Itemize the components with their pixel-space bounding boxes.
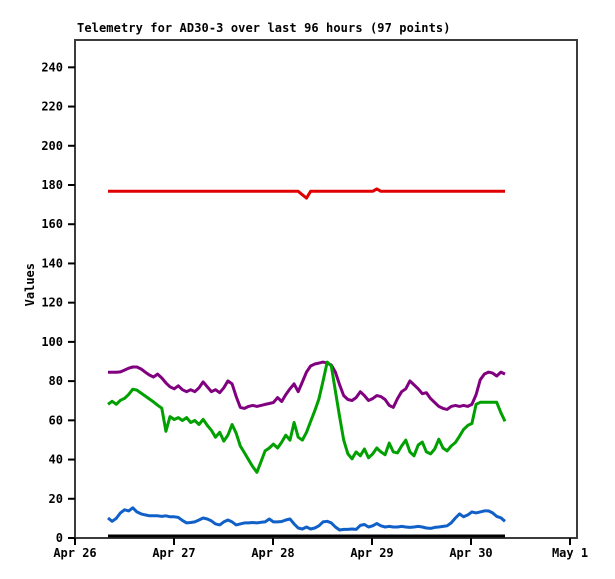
y-tick-label: 140	[41, 256, 63, 270]
x-tick-label: Apr 27	[152, 546, 195, 560]
series-blue	[107, 506, 506, 532]
x-tick-label: Apr 29	[350, 546, 393, 560]
y-tick-label: 60	[49, 413, 63, 427]
plot-border	[74, 39, 578, 539]
y-tick-label: 220	[41, 100, 63, 114]
y-tick-label: 200	[41, 139, 63, 153]
series-green	[107, 360, 507, 474]
y-tick-label: 20	[49, 492, 63, 506]
y-tick-label: 0	[56, 531, 63, 545]
y-tick-label: 160	[41, 217, 63, 231]
chart-title: Telemetry for AD30-3 over last 96 hours …	[77, 21, 451, 35]
x-tick-label: Apr 30	[449, 546, 492, 560]
series-purple	[108, 360, 506, 411]
y-tick-label: 120	[41, 296, 63, 310]
x-tick-label: Apr 28	[251, 546, 294, 560]
y-tick-label: 100	[41, 335, 63, 349]
y-tick-label: 240	[41, 60, 63, 74]
series-red-flat	[108, 187, 505, 200]
x-tick-label: May 1	[552, 546, 588, 560]
y-tick-label: 180	[41, 178, 63, 192]
y-tick-label: 80	[49, 374, 63, 388]
x-tick-label: Apr 26	[53, 546, 96, 560]
y-tick-label: 40	[49, 453, 63, 467]
